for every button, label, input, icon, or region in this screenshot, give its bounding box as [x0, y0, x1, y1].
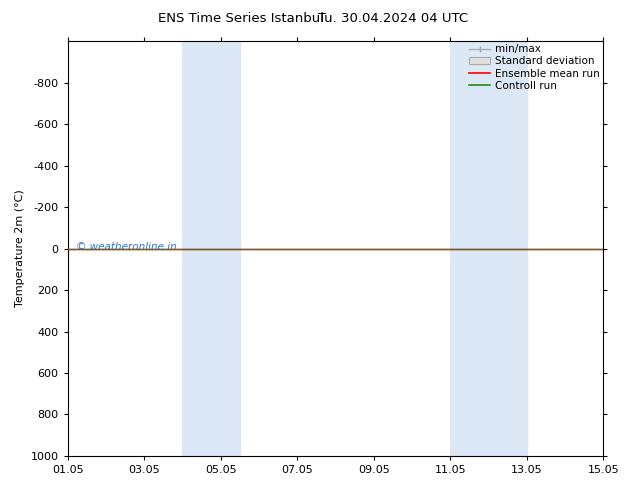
Y-axis label: Temperature 2m (°C): Temperature 2m (°C) [15, 190, 25, 307]
Bar [450, 41, 527, 456]
Text: ENS Time Series Istanbul: ENS Time Series Istanbul [158, 12, 324, 25]
Text: Tu. 30.04.2024 04 UTC: Tu. 30.04.2024 04 UTC [318, 12, 468, 25]
Legend: min/max, Standard deviation, Ensemble mean run, Controll run: min/max, Standard deviation, Ensemble me… [469, 44, 600, 91]
Bar [183, 41, 240, 456]
Text: © weatheronline.in: © weatheronline.in [75, 243, 176, 252]
